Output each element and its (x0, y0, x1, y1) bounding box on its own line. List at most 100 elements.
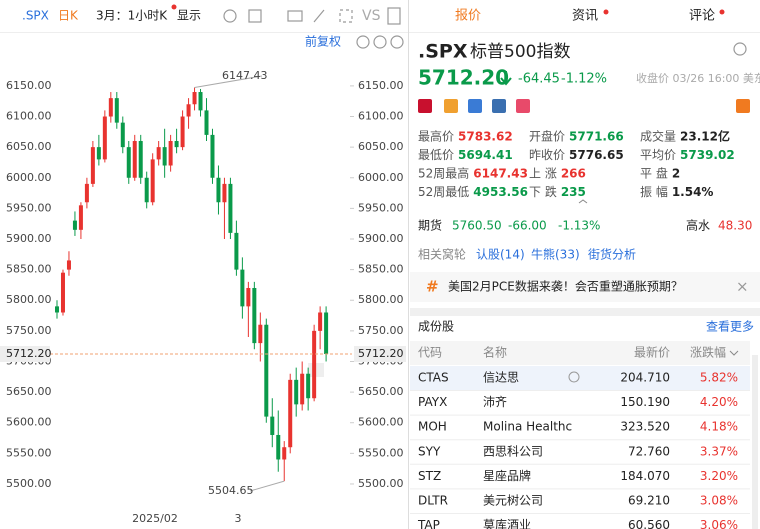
candle-body (138, 141, 143, 178)
stat-value: 6147.43 (473, 167, 528, 181)
info-icon[interactable] (356, 35, 370, 49)
column-header[interactable]: 最新价 (634, 345, 670, 360)
stat-value: 5783.62 (458, 130, 513, 144)
candle-body (288, 379, 293, 448)
interval[interactable]: 3月：1小时K (96, 9, 168, 23)
cell: 星座品牌 (483, 468, 531, 483)
zoom-in-icon[interactable] (390, 35, 404, 49)
chevron (578, 199, 588, 204)
stat-value: 5776.65 (569, 148, 624, 162)
column-header[interactable]: 名称 (483, 345, 507, 360)
cell: 3.08% (700, 494, 738, 508)
column-header[interactable]: 代码 (418, 346, 442, 360)
tab[interactable]: 报价 (455, 9, 481, 24)
tab[interactable]: 资讯 (572, 9, 598, 24)
news-text[interactable]: 美国2月PCE数据来袭！会否重塑通胀预期？ (448, 279, 683, 294)
candle-body (246, 287, 251, 307)
candle-body (186, 104, 191, 117)
cell: 信达思 (483, 371, 519, 385)
cell[interactable]: SYY (418, 444, 441, 458)
candle-body (156, 147, 161, 160)
warrant-link[interactable]: 认股(14) (476, 248, 525, 262)
low-leader (249, 480, 285, 492)
sort-icon (729, 350, 739, 356)
y-tick-label: 5550.00 (358, 446, 404, 459)
y-tick-label: 5800.00 (358, 293, 404, 306)
box-icon[interactable] (248, 9, 262, 23)
display[interactable]: 显示 (177, 9, 201, 23)
news-banner[interactable] (410, 272, 760, 302)
candle-body (102, 116, 107, 160)
stat-value: 4953.56 (473, 185, 528, 199)
high-leader (194, 75, 263, 88)
candle-body (294, 379, 299, 405)
candle-body (222, 183, 227, 203)
tab[interactable]: 评论 (689, 9, 715, 24)
cell: 184.070 (620, 469, 670, 483)
premium-value: 48.30 (718, 219, 752, 233)
candle-body (324, 312, 329, 355)
symbol[interactable]: .SPX (22, 9, 49, 23)
warrant-link[interactable]: 街货分析 (588, 247, 636, 262)
cell: 60.560 (628, 518, 670, 529)
candle-body (216, 177, 221, 203)
quote-name: 标普500指数 (470, 42, 570, 62)
vs[interactable]: VS (362, 8, 381, 24)
more-link[interactable]: 查看更多 (706, 320, 754, 334)
candle-body (240, 269, 245, 307)
candle-body (55, 306, 59, 313)
candle-body (150, 159, 155, 203)
watch-icon[interactable] (568, 371, 580, 383)
y-tick-label: 5900.00 (358, 232, 404, 245)
fullscreen-icon[interactable] (339, 9, 353, 23)
candle-body (126, 147, 131, 178)
y-tick-label: 6050.00 (6, 140, 52, 153)
cell[interactable]: PAYX (418, 395, 447, 409)
candle-body (168, 141, 173, 166)
camera-icon[interactable] (287, 10, 303, 22)
close-icon[interactable]: × (736, 278, 749, 296)
warrant-link[interactable]: 牛熊(33) (531, 247, 580, 262)
cell[interactable]: MOH (418, 420, 447, 434)
cell[interactable]: CTAS (418, 371, 449, 385)
column-header[interactable]: 涨跌幅 (690, 345, 726, 360)
alert-icon[interactable] (736, 99, 750, 113)
x-tick-label: 3 (235, 512, 242, 525)
candle-body (306, 373, 311, 399)
stat-label: 昨收价 (529, 148, 565, 162)
quote-change: -64.45 (518, 72, 560, 87)
cell: 69.210 (628, 494, 670, 508)
cell: 150.190 (620, 395, 670, 409)
settings-icon[interactable] (223, 9, 237, 23)
y-tick-label: 5600.00 (358, 416, 404, 429)
stat-label: 成交量 (640, 129, 676, 144)
y-tick-label: 6100.00 (358, 110, 404, 123)
stat-value: 2 (672, 167, 680, 181)
stat-label: 最低价 (418, 148, 454, 162)
restore[interactable]: 前复权 (305, 34, 341, 49)
icon (516, 99, 530, 113)
cell[interactable]: STZ (418, 469, 441, 483)
candle-body (252, 287, 257, 344)
period[interactable]: 日K (58, 9, 79, 23)
cell: 3.06% (700, 518, 738, 529)
y-tick-label: 6100.00 (6, 110, 52, 123)
quote-settings-icon[interactable] (733, 42, 747, 56)
zoom-out-icon[interactable] (373, 35, 387, 49)
candle-body (264, 324, 269, 417)
candle-body (144, 177, 149, 203)
pen-icon[interactable] (313, 9, 325, 23)
price-box (0, 346, 50, 363)
down-arrow (500, 71, 512, 86)
panel-icon[interactable] (387, 7, 401, 25)
candle-body (276, 434, 281, 460)
news-icon: # (426, 278, 439, 296)
candle-body (84, 183, 89, 203)
y-tick-label: 5750.00 (358, 324, 404, 337)
futures-change: -66.00 (508, 219, 547, 233)
cell[interactable]: DLTR (418, 494, 448, 508)
y-tick-label: 6150.00 (358, 79, 404, 92)
candle-body (318, 312, 323, 331)
cell[interactable]: TAP (417, 518, 440, 529)
cell: 沛齐 (483, 394, 507, 409)
